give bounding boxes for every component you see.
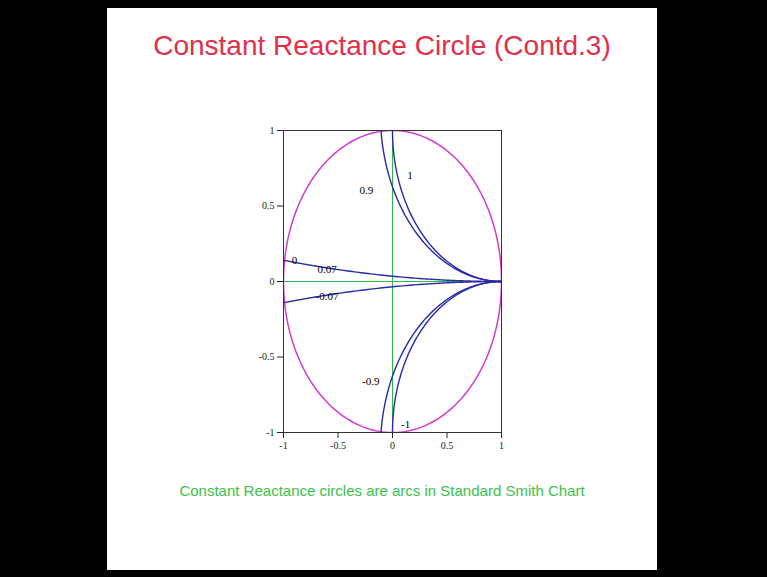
svg-text:0: 0 bbox=[270, 276, 275, 287]
svg-text:0: 0 bbox=[390, 440, 395, 451]
svg-text:-0.5: -0.5 bbox=[259, 351, 275, 362]
svg-text:0.5: 0.5 bbox=[262, 200, 275, 211]
svg-text:-0.5: -0.5 bbox=[330, 440, 346, 451]
svg-text:1: 1 bbox=[270, 125, 275, 136]
svg-text:-0.9: -0.9 bbox=[362, 375, 380, 387]
svg-text:1: 1 bbox=[407, 169, 413, 181]
svg-text:0.07: 0.07 bbox=[317, 263, 337, 275]
svg-text:1: 1 bbox=[499, 440, 504, 451]
svg-text:0.9: 0.9 bbox=[359, 184, 373, 196]
svg-text:-0.07: -0.07 bbox=[316, 290, 339, 302]
html-text:Constant Reactance circles are: Constant Reactance circles are arcs in S… bbox=[179, 482, 585, 499]
svg-text:-1: -1 bbox=[266, 427, 274, 438]
svg-text:-1: -1 bbox=[279, 440, 287, 451]
html-text:Constant Reactance Circle (Con: Constant Reactance Circle (Contd.3) bbox=[153, 30, 611, 61]
svg-text:0.5: 0.5 bbox=[441, 440, 454, 451]
svg-text:0: 0 bbox=[292, 254, 298, 266]
svg-text:-1: -1 bbox=[401, 418, 410, 430]
